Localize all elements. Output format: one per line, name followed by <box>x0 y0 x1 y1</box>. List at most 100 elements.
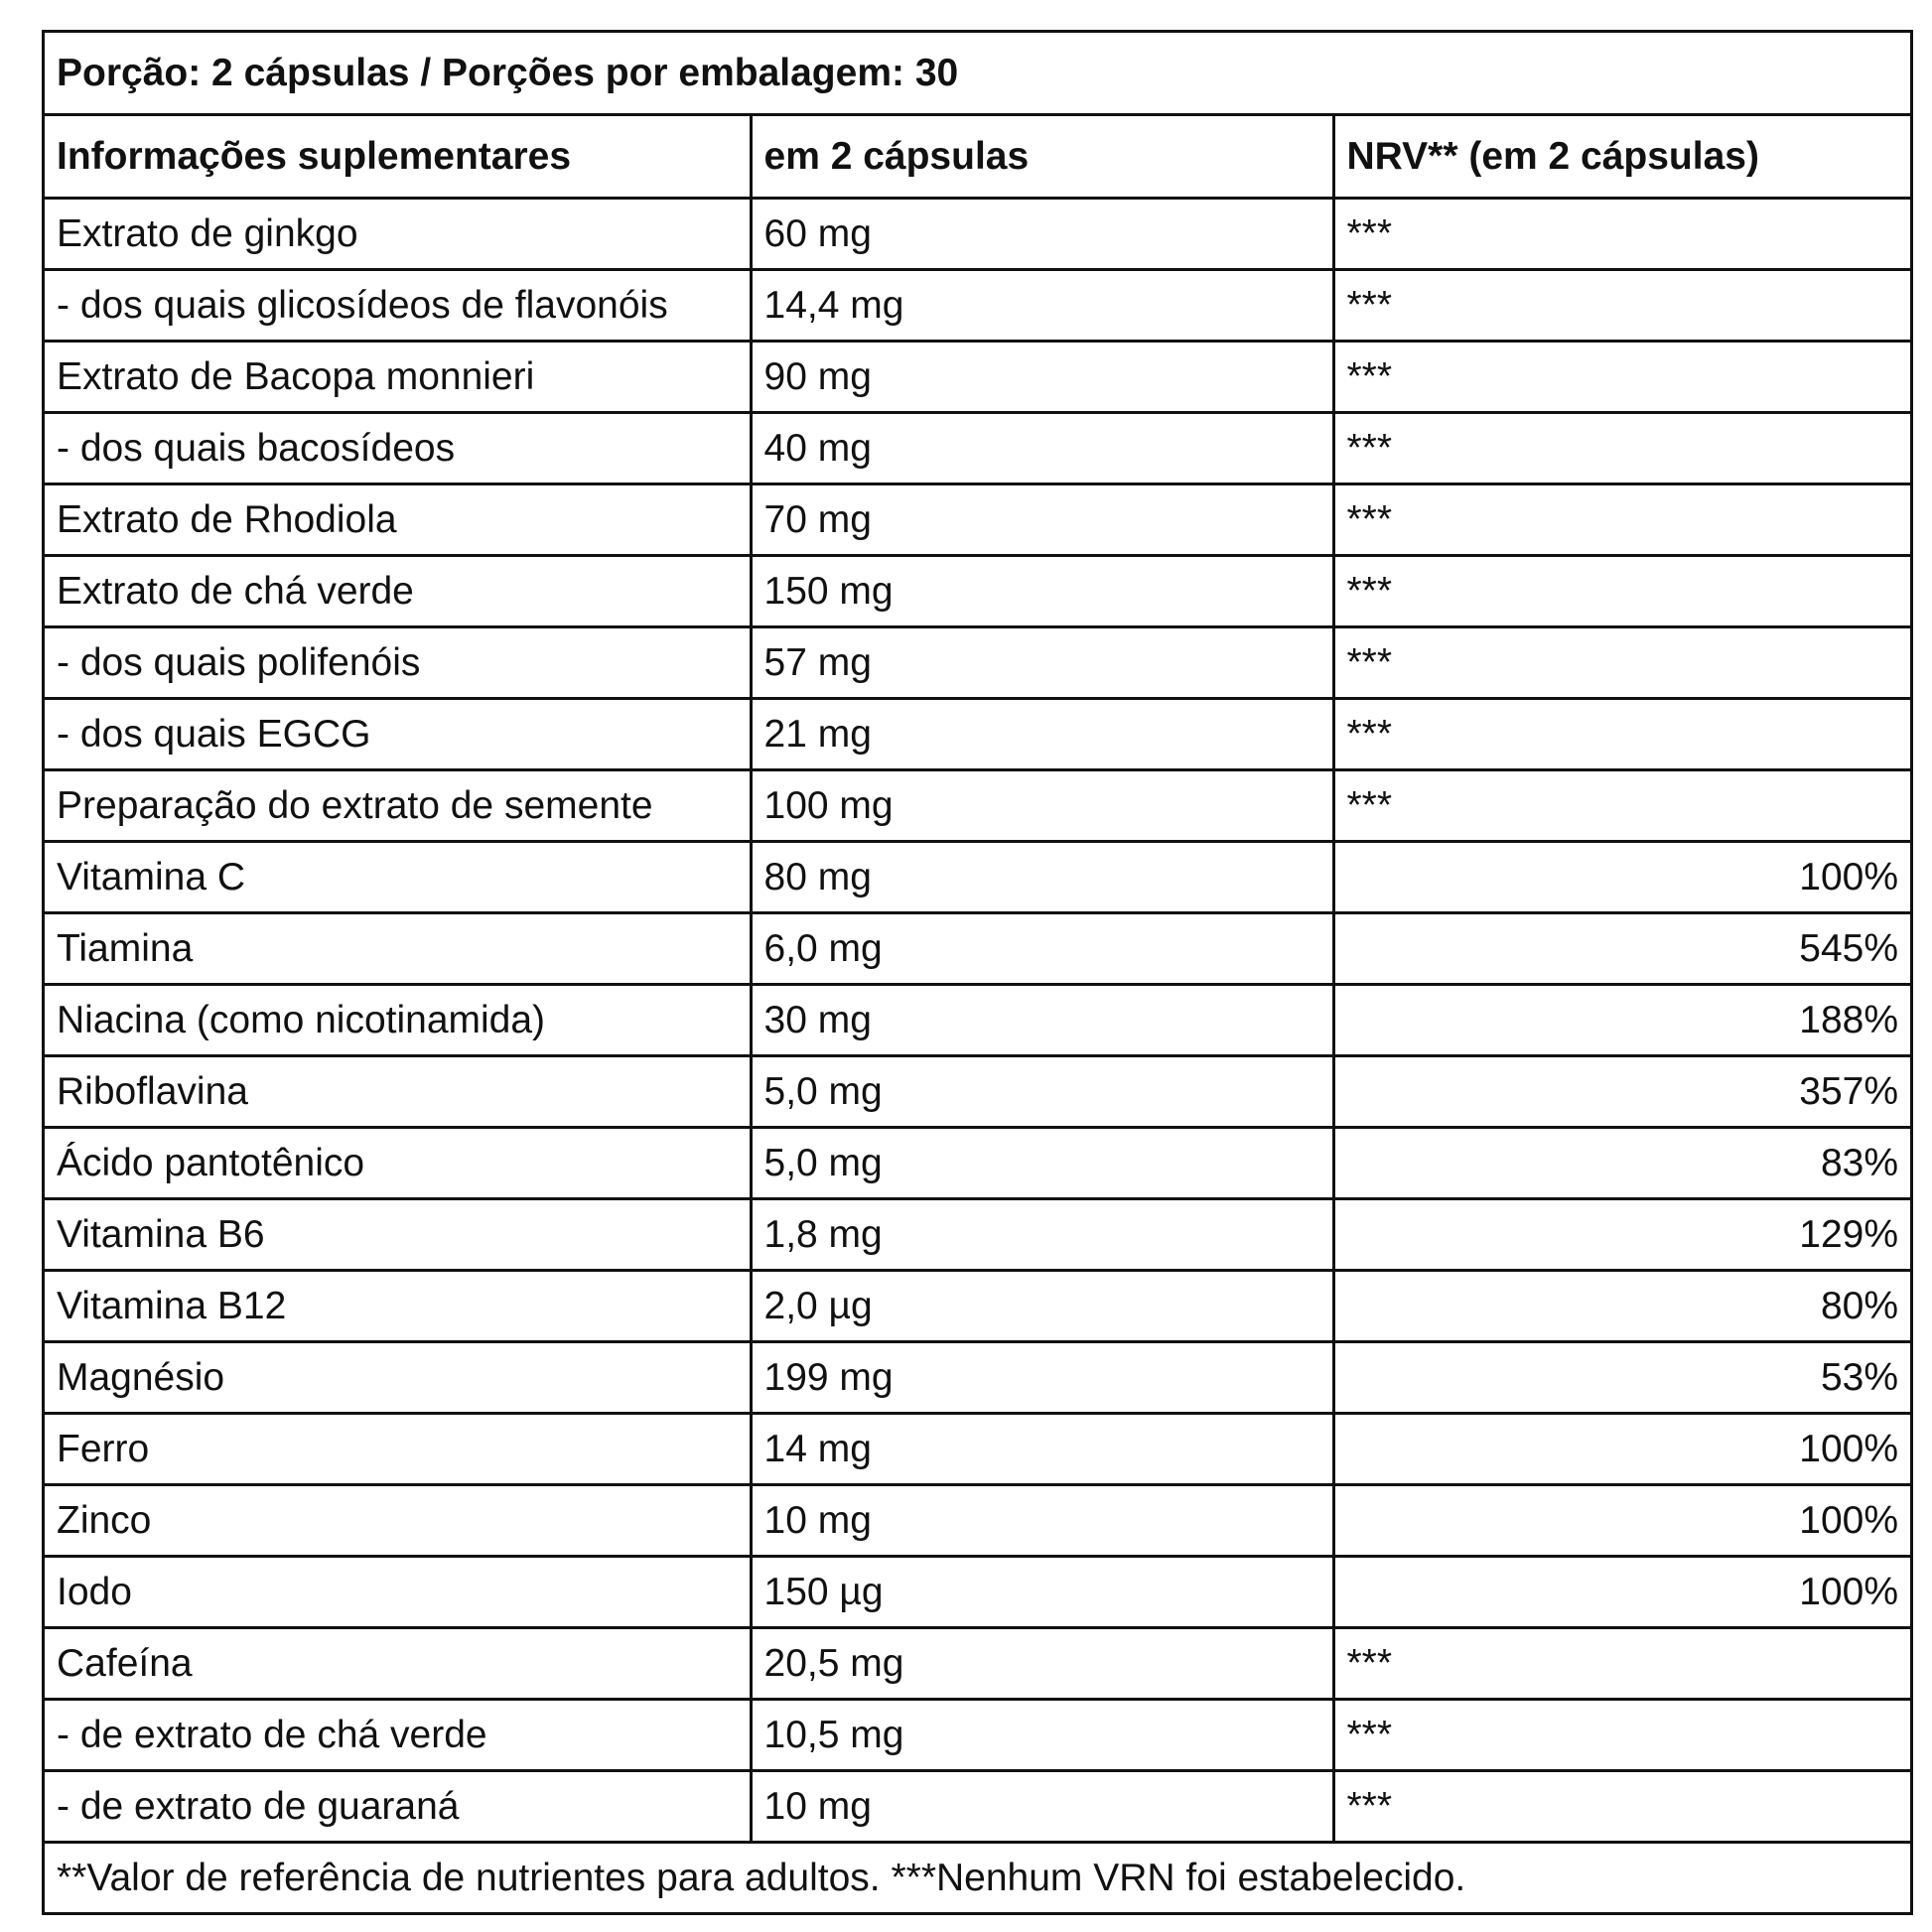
nutrient-name: - de extrato de chá verde <box>45 1698 751 1771</box>
nutrient-row: Preparação do extrato de semente 100 mg **… <box>45 768 1910 842</box>
nutrient-amount: 57 mg <box>749 625 1333 699</box>
header-row: Informações suplementares em 2 cápsulas … <box>45 113 1910 199</box>
nutrient-row: - dos quais EGCG 21 mg *** <box>45 697 1910 770</box>
nutrient-name: Ácido pantotênico <box>45 1126 751 1199</box>
nutrient-name: Cafeína <box>45 1626 751 1700</box>
nutrient-name: Vitamina B12 <box>45 1269 751 1342</box>
nutrient-row: Tiamina 6,0 mg 545% <box>45 911 1910 985</box>
supplement-facts-panel: Porção: 2 cápsulas / Porções por embalag… <box>42 30 1913 1915</box>
nutrient-amount: 100 mg <box>749 768 1333 842</box>
nutrient-nrv: *** <box>1331 768 1910 842</box>
nutrient-amount: 70 mg <box>749 483 1333 556</box>
nutrient-nrv: *** <box>1331 1769 1910 1843</box>
nutrient-nrv: 545% <box>1331 911 1910 985</box>
nutrient-amount: 40 mg <box>749 411 1333 484</box>
nutrient-row: Extrato de ginkgo 60 mg *** <box>45 197 1910 270</box>
nutrient-name: Vitamina C <box>45 840 751 913</box>
nutrient-amount: 6,0 mg <box>749 911 1333 985</box>
nutrient-row: Magnésio 199 mg 53% <box>45 1340 1910 1414</box>
nutrient-amount: 30 mg <box>749 983 1333 1056</box>
nutrient-row: - dos quais glicosídeos de flavonóis 14,4… <box>45 268 1910 342</box>
nutrient-row: - dos quais bacosídeos 40 mg *** <box>45 411 1910 484</box>
nutrient-name: Zinco <box>45 1483 751 1557</box>
nutrient-nrv: *** <box>1331 483 1910 556</box>
nutrient-nrv: *** <box>1331 697 1910 770</box>
nutrient-row: Extrato de chá verde 150 mg *** <box>45 554 1910 627</box>
nutrient-amount: 150 µg <box>749 1555 1333 1628</box>
nutrient-nrv: *** <box>1331 411 1910 484</box>
nutrient-amount: 199 mg <box>749 1340 1333 1414</box>
nutrient-nrv: 100% <box>1331 840 1910 913</box>
footnote: **Valor de referência de nutrientes para… <box>45 1841 1910 1912</box>
nutrient-name: - de extrato de guaraná <box>45 1769 751 1843</box>
nutrient-name: Extrato de Bacopa monnieri <box>45 340 751 413</box>
nutrient-amount: 60 mg <box>749 197 1333 270</box>
nutrient-row: Vitamina B6 1,8 mg 129% <box>45 1197 1910 1271</box>
nutrient-row: Ácido pantotênico 5,0 mg 83% <box>45 1126 1910 1199</box>
nutrient-nrv: *** <box>1331 197 1910 270</box>
footnote-row: **Valor de referência de nutrientes para… <box>45 1841 1910 1912</box>
nutrient-name: Riboflavina <box>45 1054 751 1128</box>
nutrient-amount: 10,5 mg <box>749 1698 1333 1771</box>
serving-row: Porção: 2 cápsulas / Porções por embalag… <box>45 33 1910 115</box>
nutrient-name: - dos quais polifenóis <box>45 625 751 699</box>
nutrient-nrv: 100% <box>1331 1412 1910 1485</box>
nutrient-amount: 14,4 mg <box>749 268 1333 342</box>
nutrient-nrv: 357% <box>1331 1054 1910 1128</box>
nutrient-name: Iodo <box>45 1555 751 1628</box>
nutrient-amount: 80 mg <box>749 840 1333 913</box>
nutrient-name: - dos quais glicosídeos de flavonóis <box>45 268 751 342</box>
nutrient-nrv: 100% <box>1331 1555 1910 1628</box>
nutrient-row: Riboflavina 5,0 mg 357% <box>45 1054 1910 1128</box>
nutrient-row: Extrato de Rhodiola 70 mg *** <box>45 483 1910 556</box>
nutrient-row: Iodo 150 µg 100% <box>45 1555 1910 1628</box>
nutrient-amount: 90 mg <box>749 340 1333 413</box>
supplement-facts-table: Porção: 2 cápsulas / Porções por embalag… <box>45 33 1910 1912</box>
nutrient-row: Niacina (como nicotinamida) 30 mg 188% <box>45 983 1910 1056</box>
nutrient-nrv: 188% <box>1331 983 1910 1056</box>
header-name: Informações suplementares <box>45 113 751 199</box>
nutrient-name: - dos quais bacosídeos <box>45 411 751 484</box>
nutrient-nrv: *** <box>1331 625 1910 699</box>
supplement-facts-body: Porção: 2 cápsulas / Porções por embalag… <box>45 33 1910 1912</box>
nutrient-amount: 150 mg <box>749 554 1333 627</box>
nutrient-nrv: *** <box>1331 268 1910 342</box>
nutrient-name: Magnésio <box>45 1340 751 1414</box>
nutrient-row: - dos quais polifenóis 57 mg *** <box>45 625 1910 699</box>
nutrient-row: - de extrato de chá verde 10,5 mg *** <box>45 1698 1910 1771</box>
nutrient-amount: 2,0 µg <box>749 1269 1333 1342</box>
nutrient-nrv: 100% <box>1331 1483 1910 1557</box>
nutrient-amount: 5,0 mg <box>749 1126 1333 1199</box>
nutrient-row: Zinco 10 mg 100% <box>45 1483 1910 1557</box>
header-nrv: NRV** (em 2 cápsulas) <box>1331 113 1910 199</box>
nutrient-name: Extrato de Rhodiola <box>45 483 751 556</box>
nutrient-name: Niacina (como nicotinamida) <box>45 983 751 1056</box>
nutrient-row: Ferro 14 mg 100% <box>45 1412 1910 1485</box>
serving-info: Porção: 2 cápsulas / Porções por embalag… <box>57 52 959 94</box>
nutrient-row: Vitamina C 80 mg 100% <box>45 840 1910 913</box>
nutrient-nrv: 129% <box>1331 1197 1910 1271</box>
nutrient-amount: 10 mg <box>749 1769 1333 1843</box>
nutrient-nrv: 83% <box>1331 1126 1910 1199</box>
nutrient-amount: 20,5 mg <box>749 1626 1333 1700</box>
nutrient-name: Preparação do extrato de semente <box>45 768 751 842</box>
nutrient-nrv: 80% <box>1331 1269 1910 1342</box>
nutrient-nrv: *** <box>1331 1626 1910 1700</box>
nutrient-name: Tiamina <box>45 911 751 985</box>
nutrient-nrv: 53% <box>1331 1340 1910 1414</box>
nutrient-nrv: *** <box>1331 340 1910 413</box>
nutrient-row: Vitamina B12 2,0 µg 80% <box>45 1269 1910 1342</box>
nutrient-amount: 14 mg <box>749 1412 1333 1485</box>
nutrient-name: Ferro <box>45 1412 751 1485</box>
nutrient-row: - de extrato de guaraná 10 mg *** <box>45 1769 1910 1843</box>
nutrient-amount: 21 mg <box>749 697 1333 770</box>
nutrient-name: Extrato de ginkgo <box>45 197 751 270</box>
nutrient-name: Extrato de chá verde <box>45 554 751 627</box>
nutrient-amount: 1,8 mg <box>749 1197 1333 1271</box>
nutrient-row: Extrato de Bacopa monnieri 90 mg *** <box>45 340 1910 413</box>
nutrient-amount: 10 mg <box>749 1483 1333 1557</box>
nutrient-name: - dos quais EGCG <box>45 697 751 770</box>
header-amount: em 2 cápsulas <box>749 113 1333 199</box>
nutrient-nrv: *** <box>1331 554 1910 627</box>
nutrient-nrv: *** <box>1331 1698 1910 1771</box>
